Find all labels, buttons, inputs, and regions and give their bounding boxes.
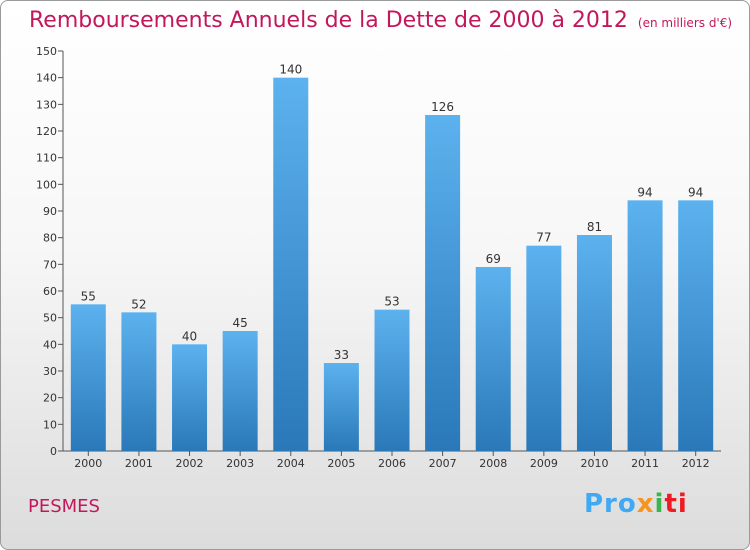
y-tick-label: 80 xyxy=(43,232,57,245)
y-tick-label: 140 xyxy=(36,72,57,85)
x-tick-label: 2007 xyxy=(429,457,457,470)
y-tick-label: 120 xyxy=(36,125,57,138)
y-tick-label: 100 xyxy=(36,178,57,191)
value-label: 45 xyxy=(233,316,248,330)
value-label: 94 xyxy=(688,185,703,199)
title-text: Remboursements Annuels de la Dette de 20… xyxy=(29,8,628,33)
bar xyxy=(475,267,511,451)
unit-text: (en milliers d'€) xyxy=(637,16,733,30)
y-tick-label: 150 xyxy=(36,45,57,58)
chart-bars xyxy=(70,77,714,452)
bar xyxy=(526,245,562,451)
y-tick-label: 90 xyxy=(43,205,57,218)
x-tick-label: 2002 xyxy=(176,457,204,470)
bar xyxy=(222,331,258,451)
bar xyxy=(323,363,359,451)
bar xyxy=(576,235,612,451)
proxiti-logo: Proxiti xyxy=(584,489,688,519)
value-label: 69 xyxy=(486,252,501,266)
y-tick-label: 30 xyxy=(43,365,57,378)
value-label: 77 xyxy=(536,231,551,245)
x-tick-label: 2010 xyxy=(580,457,608,470)
logo-part-4: ti xyxy=(664,489,688,519)
value-label: 53 xyxy=(384,295,399,309)
y-tick-label: 50 xyxy=(43,312,57,325)
bar xyxy=(121,312,157,451)
x-tick-label: 2003 xyxy=(226,457,254,470)
logo-part-1: Pro xyxy=(584,489,637,519)
bar xyxy=(172,344,208,451)
x-tick-label: 2008 xyxy=(479,457,507,470)
y-tick-label: 60 xyxy=(43,285,57,298)
x-tick-label: 2000 xyxy=(74,457,102,470)
y-tick-label: 20 xyxy=(43,392,57,405)
y-tick-label: 130 xyxy=(36,98,57,111)
logo-part-3: i xyxy=(654,489,665,519)
value-label: 126 xyxy=(431,100,454,114)
value-label: 40 xyxy=(182,329,197,343)
value-label: 94 xyxy=(637,185,652,199)
x-tick-label: 2004 xyxy=(277,457,305,470)
chart-title: Remboursements Annuels de la Dette de 20… xyxy=(29,8,732,33)
y-tick-label: 0 xyxy=(50,445,57,458)
x-tick-label: 2006 xyxy=(378,457,406,470)
y-tick-label: 70 xyxy=(43,258,57,271)
bar xyxy=(425,115,461,451)
bar xyxy=(374,309,410,451)
value-label: 33 xyxy=(334,348,349,362)
chart-axes: 0 10 20 30 40 50 60 70 80 90 100 110 120 130 140 150 xyxy=(36,45,721,458)
x-tick-label: 2009 xyxy=(530,457,558,470)
bar xyxy=(627,200,663,451)
logo-part-2: x xyxy=(636,489,655,519)
y-tick-label: 40 xyxy=(43,338,57,351)
x-tick-label: 2005 xyxy=(327,457,355,470)
value-label: 140 xyxy=(279,63,302,77)
chart-labels: 2000 55 2001 52 2002 40 2003 45 2004 140 2005 33 200… xyxy=(74,63,709,470)
value-label: 55 xyxy=(81,289,96,303)
value-label: 52 xyxy=(131,297,146,311)
bar xyxy=(70,304,106,451)
value-label: 81 xyxy=(587,220,602,234)
y-tick-label: 110 xyxy=(36,152,57,165)
commune-name: PESMES xyxy=(28,496,100,517)
bar xyxy=(273,77,309,452)
x-tick-label: 2012 xyxy=(682,457,710,470)
x-tick-label: 2011 xyxy=(631,457,659,470)
bar xyxy=(678,200,714,451)
x-tick-label: 2001 xyxy=(125,457,153,470)
y-tick-label: 10 xyxy=(43,418,57,431)
